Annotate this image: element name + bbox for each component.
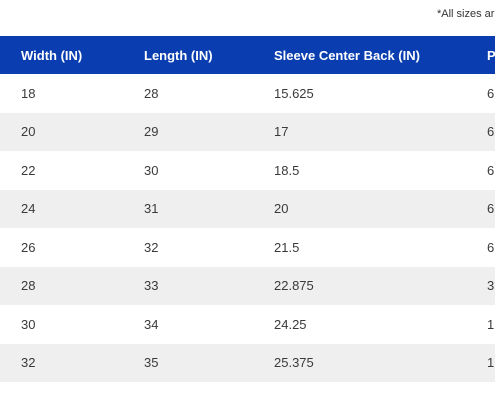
cell-length: 33 xyxy=(144,278,159,294)
cell-width: 18 xyxy=(21,85,36,101)
cell-length: 32 xyxy=(144,239,159,255)
cell-length: 30 xyxy=(144,162,159,178)
cell-sleeve: 17 xyxy=(274,124,289,140)
cell-sleeve: 21.5 xyxy=(274,239,300,255)
size-note: *All sizes ar xyxy=(437,8,495,20)
cell-width: 32 xyxy=(21,355,36,371)
table-row: 28 33 22.875 3 xyxy=(0,266,495,305)
cell-width: 28 xyxy=(21,278,36,294)
size-chart-table: Width (IN) Length (IN) Sleeve Center Bac… xyxy=(0,36,495,382)
column-header-partial: P xyxy=(487,47,495,63)
cell-partial: 6 xyxy=(487,124,495,140)
table-row: 30 34 24.25 1 xyxy=(0,305,495,344)
cell-sleeve: 25.375 xyxy=(274,355,314,371)
table-row: 22 30 18.5 6 xyxy=(0,151,495,190)
cell-width: 30 xyxy=(21,316,36,332)
cell-partial: 6 xyxy=(487,162,495,178)
cell-sleeve: 22.875 xyxy=(274,278,314,294)
table-row: 18 28 15.625 6 xyxy=(0,74,495,113)
column-header-length: Length (IN) xyxy=(144,47,213,63)
cell-width: 26 xyxy=(21,239,36,255)
table-row: 26 32 21.5 6 xyxy=(0,228,495,267)
cell-partial: 6 xyxy=(487,239,495,255)
cell-partial: 1 xyxy=(487,316,495,332)
cell-sleeve: 24.25 xyxy=(274,316,307,332)
table-row: 24 31 20 6 xyxy=(0,189,495,228)
cell-width: 20 xyxy=(21,124,36,140)
table-row: 20 29 17 6 xyxy=(0,112,495,151)
cell-width: 24 xyxy=(21,201,36,217)
column-header-sleeve: Sleeve Center Back (IN) xyxy=(274,47,420,63)
cell-length: 29 xyxy=(144,124,159,140)
cell-length: 28 xyxy=(144,85,159,101)
cell-partial: 1 xyxy=(487,355,495,371)
table-header: Width (IN) Length (IN) Sleeve Center Bac… xyxy=(0,36,495,74)
cell-sleeve: 15.625 xyxy=(274,85,314,101)
cell-partial: 3 xyxy=(487,278,495,294)
table-row: 32 35 25.375 1 xyxy=(0,343,495,382)
cell-partial: 6 xyxy=(487,201,495,217)
cell-width: 22 xyxy=(21,162,36,178)
column-header-width: Width (IN) xyxy=(21,47,83,63)
cell-sleeve: 18.5 xyxy=(274,162,300,178)
cell-length: 34 xyxy=(144,316,159,332)
cell-sleeve: 20 xyxy=(274,201,289,217)
cell-partial: 6 xyxy=(487,85,495,101)
cell-length: 35 xyxy=(144,355,159,371)
cell-length: 31 xyxy=(144,201,159,217)
